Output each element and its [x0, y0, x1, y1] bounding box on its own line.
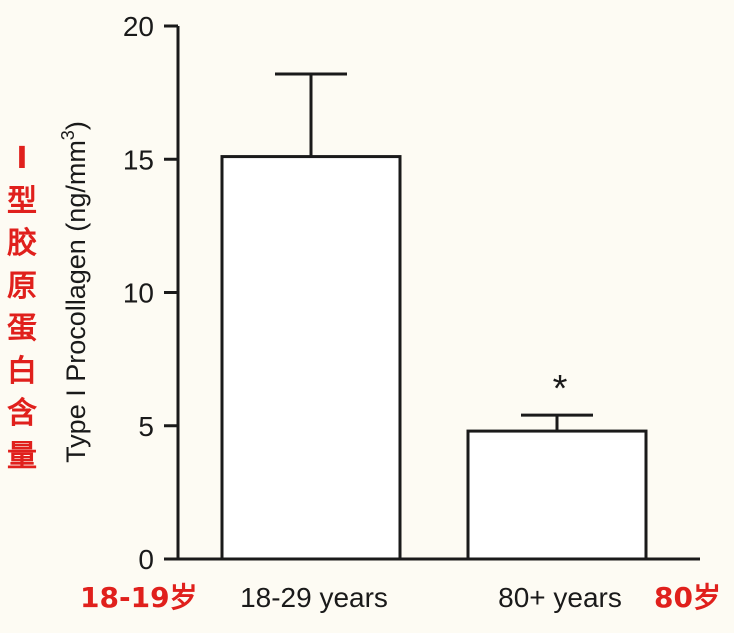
bar	[220, 155, 402, 561]
y-tick-label: 15	[123, 144, 154, 175]
y-axis-title-close: )	[61, 121, 91, 130]
x-axis-labels: 18-29 years 80+ years	[240, 582, 622, 613]
bar	[466, 429, 648, 561]
y-tick-label: 10	[123, 278, 154, 309]
chinese-right-category-label: 80岁	[654, 581, 721, 614]
bars: *	[220, 72, 648, 561]
chinese-left-category-label: 18-19岁	[80, 581, 198, 614]
x-category-label: 18-29 years	[240, 582, 388, 613]
y-tick-label: 5	[138, 411, 154, 442]
significance-marker: *	[553, 368, 568, 410]
y-axis-title: Type I Procollagen (ng/mm3)	[58, 121, 91, 463]
y-axis-title-superscript: 3	[58, 130, 78, 140]
chinese-ylabel-char: 胶	[7, 226, 37, 261]
chinese-ylabel-char: 白	[7, 353, 37, 389]
x-category-label: 80+ years	[498, 582, 622, 613]
chinese-ylabel-char: 原	[7, 268, 37, 304]
chinese-ylabel-char: 蛋	[7, 311, 37, 346]
y-tick-label: 0	[138, 544, 154, 575]
chinese-ylabel-char: I	[16, 141, 28, 176]
chinese-ylabel-char: 型	[7, 183, 37, 219]
chinese-ylabel-char: 量	[7, 438, 37, 474]
chinese-ylabel-char: 含	[7, 396, 37, 431]
chinese-y-axis-label: I 型 胶 原 蛋 白 含 量	[2, 138, 42, 478]
y-axis-title-main: Type I Procollagen (ng/mm	[61, 140, 91, 463]
y-tick-label: 20	[123, 11, 154, 42]
y-axis-ticks: 0 5 10 15 20	[123, 11, 178, 575]
